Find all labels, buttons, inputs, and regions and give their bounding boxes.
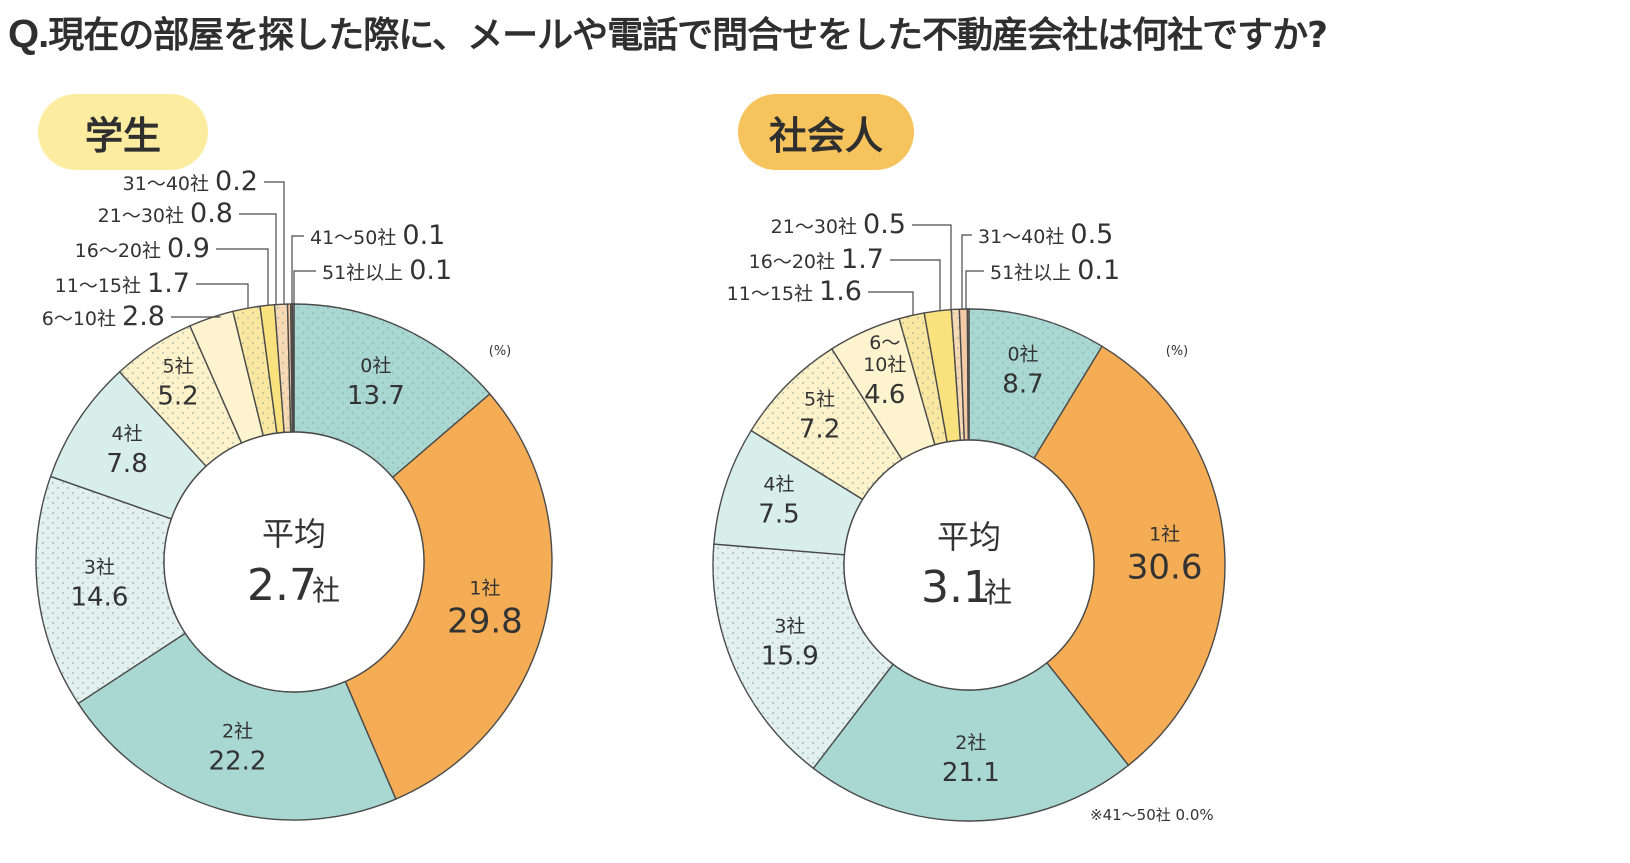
worker-label-3sha-value: 15.9 <box>761 642 819 672</box>
student-slice-9-texture <box>274 304 291 433</box>
student-label-3sha-name: 3社 <box>84 557 115 579</box>
student-label-0sha-value: 13.7 <box>347 381 405 411</box>
student-callout-51shaplus: 51社以上 0.1 <box>322 255 452 286</box>
worker-label-4sha-value: 7.5 <box>758 500 799 530</box>
worker-label-2sha-name: 2社 <box>955 732 986 754</box>
worker-slice-3-texture <box>713 544 894 769</box>
student-leader-41-50sha <box>291 235 304 305</box>
student-label-2sha-name: 2社 <box>222 721 253 743</box>
worker-average-label: 平均 <box>937 518 1001 556</box>
worker-label-0sha-value: 8.7 <box>1002 369 1043 399</box>
worker-slice-5-texture <box>751 348 903 500</box>
worker-footnote: ※41〜50社 0.0% <box>1090 806 1214 824</box>
worker-label-1sha-value: 30.6 <box>1127 548 1203 588</box>
question-prefix: Q. <box>8 12 49 56</box>
student-leader-11-15sha <box>196 283 249 309</box>
student-title: 学生 <box>84 113 161 158</box>
worker-donut-hole <box>843 439 1095 691</box>
worker-leader-51shaplus <box>965 270 984 310</box>
worker-average-unit: 社 <box>984 576 1012 609</box>
student-callout-41-50sha: 41〜50社 0.1 <box>310 220 445 251</box>
student-label-1sha-name: 1社 <box>469 577 500 599</box>
student-callout-16-20sha: 16〜20社 0.9 <box>75 233 210 264</box>
student-label-3sha-value: 14.6 <box>70 583 128 613</box>
worker-title-pill: 社会人 <box>738 94 914 170</box>
worker-label-0sha-name: 0社 <box>1007 343 1038 365</box>
question-text: 現在の部屋を探した際に、メールや電話で問合せをした不動産会社は何社ですか? <box>48 15 1328 56</box>
student-label-4sha-value: 7.8 <box>106 449 147 479</box>
worker-label-5sha-value: 7.2 <box>799 414 840 444</box>
student-label-1sha-value: 29.8 <box>447 601 523 641</box>
worker-label-1sha-name: 1社 <box>1149 524 1180 546</box>
student-average-label: 平均 <box>262 515 326 553</box>
student-slice-7-texture <box>232 306 277 436</box>
student-unit-label: (%) <box>489 344 512 359</box>
worker-label-6-10sha-value: 4.6 <box>864 380 905 410</box>
student-callout-6-10sha: 6〜10社 2.8 <box>42 301 165 332</box>
worker-callout-51shaplus: 51社以上 0.1 <box>990 255 1120 286</box>
worker-leader-16-20sha <box>890 259 941 311</box>
student-leader-31-40sha <box>264 181 285 305</box>
worker-title: 社会人 <box>768 113 883 158</box>
student-leader-16-20sha <box>216 248 269 306</box>
student-slice-12 <box>291 303 295 433</box>
student-donut-hole <box>163 431 425 693</box>
worker-callout-16-20sha: 16〜20社 1.7 <box>749 244 884 275</box>
student-leader-21-30sha <box>239 213 277 305</box>
worker-unit-label: (%) <box>1166 344 1189 359</box>
worker-slice-12 <box>966 308 970 441</box>
worker-label-3sha-name: 3社 <box>774 616 805 638</box>
student-callout-21-30sha: 21〜30社 0.8 <box>98 198 233 229</box>
student-title-pill: 学生 <box>38 94 208 170</box>
student-slice-0-texture <box>294 304 490 478</box>
worker-slice-9-texture <box>951 309 965 441</box>
student-leader-51shaplus <box>293 270 316 305</box>
student-slice-5-texture <box>119 325 242 467</box>
student-label-5sha-value: 5.2 <box>157 382 198 412</box>
worker-callout-11-15sha: 11〜15社 1.6 <box>727 276 862 307</box>
student-callout-11-15sha: 11〜15社 1.7 <box>55 268 190 299</box>
worker-leader-21-30sha <box>912 224 952 310</box>
worker-label-2sha-value: 21.1 <box>942 758 1000 788</box>
page-title: Q.現在の部屋を探した際に、メールや電話で問合せをした不動産会社は何社ですか? <box>8 6 1328 58</box>
worker-slice-7-texture <box>899 312 948 445</box>
worker-label-5sha-name: 5社 <box>804 388 835 410</box>
worker-leader-31-40sha <box>961 234 972 310</box>
worker-average-value: 3.1 <box>921 562 991 613</box>
worker-label-6-10sha-name: 10社 <box>863 354 906 376</box>
student-average-value: 2.7 <box>247 560 317 611</box>
student-leader-6-10sha <box>171 316 221 318</box>
student-callout-31-40sha: 31〜40社 0.2 <box>123 166 258 197</box>
student-label-2sha-value: 22.2 <box>209 747 267 777</box>
worker-leader-11-15sha <box>868 291 914 316</box>
worker-label-6-10sha-name: 6〜 <box>869 332 900 354</box>
student-slice-3-texture <box>36 476 186 704</box>
worker-callout-21-30sha: 21〜30社 0.5 <box>771 209 906 240</box>
student-label-0sha-name: 0社 <box>360 355 391 377</box>
student-average-unit: 社 <box>312 574 340 607</box>
worker-slice-0-texture <box>969 309 1103 459</box>
student-label-4sha-name: 4社 <box>112 423 143 445</box>
worker-label-4sha-name: 4社 <box>763 474 794 496</box>
worker-callout-31-40sha: 31〜40社 0.5 <box>978 219 1113 250</box>
student-label-5sha-name: 5社 <box>163 356 194 378</box>
